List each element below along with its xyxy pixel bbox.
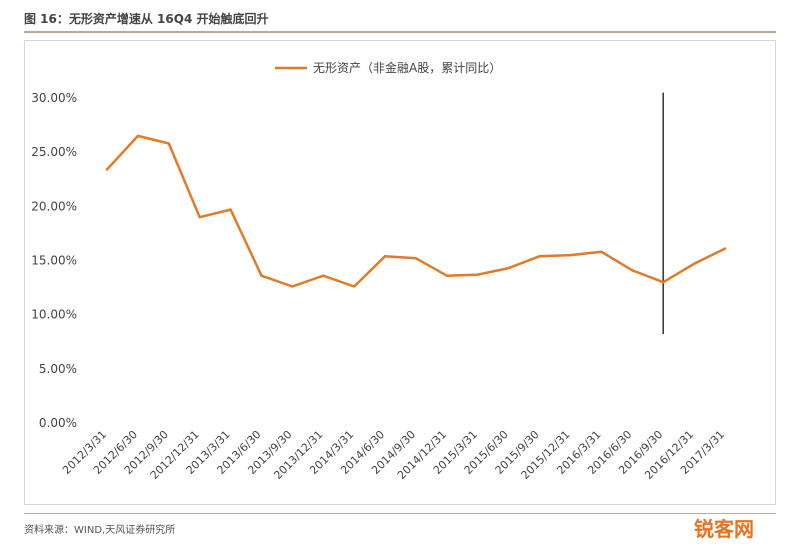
y-tick-label: 5.00% — [39, 362, 77, 376]
figure-title: 图 16：无形资产增速从 16Q4 开始触底回升 — [24, 12, 269, 26]
data-point — [538, 254, 541, 258]
y-tick-label: 10.00% — [31, 308, 77, 322]
data-point — [507, 266, 510, 270]
data-point — [105, 168, 109, 171]
site-watermark: 锐客网 — [694, 517, 754, 541]
data-point — [692, 262, 696, 265]
data-point — [569, 253, 572, 257]
legend-label: 无形资产（非金融A股，累计同比） — [313, 60, 501, 75]
y-tick-label: 30.00% — [31, 91, 77, 105]
data-point — [229, 208, 232, 211]
data-point — [723, 247, 727, 250]
data-point — [260, 274, 263, 277]
line-chart: 0.00% 5.00% 10.00% 15.00% 20.00% 25.00% 30.00%… — [31, 60, 727, 482]
data-point — [136, 134, 140, 138]
data-point — [631, 269, 634, 272]
data-point — [600, 250, 603, 254]
data-point — [383, 254, 387, 258]
data-point — [476, 273, 479, 276]
footer-divider — [24, 513, 776, 514]
series-line — [105, 134, 727, 288]
data-point — [291, 285, 294, 288]
data-point — [353, 285, 356, 288]
chart-frame: 0.00% 5.00% 10.00% 15.00% 20.00% 25.00% 30.00%… — [24, 40, 776, 505]
source-note: 资料来源：WIND,天风证券研究所 — [24, 525, 176, 536]
y-tick-label: 25.00% — [31, 145, 77, 159]
header-divider — [24, 31, 776, 33]
data-point — [662, 280, 665, 284]
data-point — [167, 142, 170, 145]
data-point — [414, 257, 418, 260]
data-point — [198, 215, 201, 219]
data-point — [322, 274, 325, 277]
y-tick-label: 15.00% — [31, 254, 77, 268]
y-tick-label: 0.00% — [39, 416, 77, 430]
data-point — [445, 274, 449, 277]
y-tick-label: 20.00% — [31, 199, 77, 213]
